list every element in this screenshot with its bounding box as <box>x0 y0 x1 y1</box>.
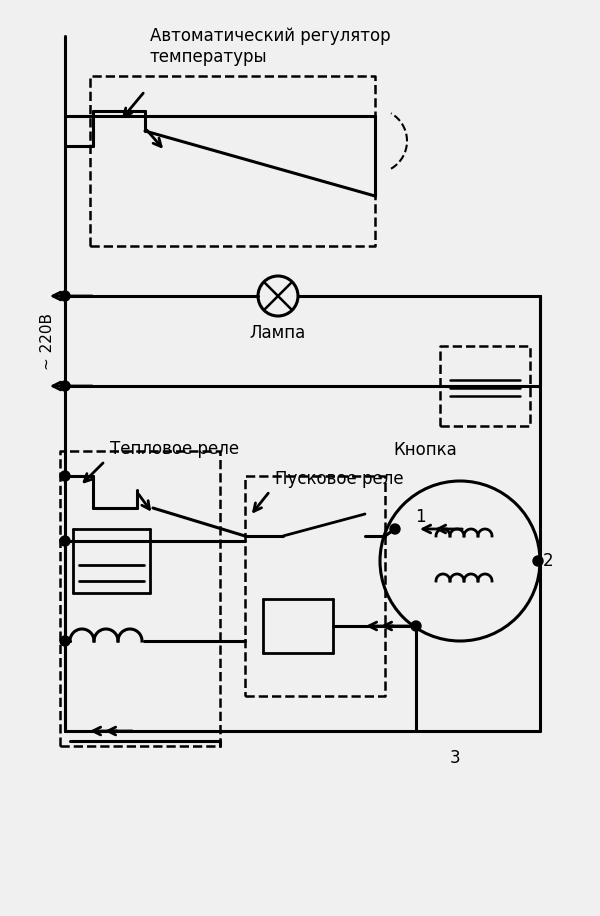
Text: Пусковое реле: Пусковое реле <box>275 470 404 488</box>
Circle shape <box>60 291 70 301</box>
Circle shape <box>60 636 70 646</box>
Circle shape <box>533 556 543 566</box>
Text: Лампа: Лампа <box>250 324 306 342</box>
Circle shape <box>411 621 421 631</box>
Circle shape <box>60 471 70 481</box>
Text: Тепловое реле: Тепловое реле <box>110 440 239 458</box>
Text: Автоматический регулятор
температуры: Автоматический регулятор температуры <box>150 27 391 66</box>
Text: 1: 1 <box>415 508 425 526</box>
Text: ~ 220В: ~ 220В <box>40 312 55 369</box>
Circle shape <box>60 381 70 391</box>
Text: Кнопка: Кнопка <box>393 441 457 459</box>
Text: 3: 3 <box>450 749 461 767</box>
Circle shape <box>390 524 400 534</box>
Circle shape <box>60 536 70 546</box>
Text: 2: 2 <box>543 552 554 570</box>
